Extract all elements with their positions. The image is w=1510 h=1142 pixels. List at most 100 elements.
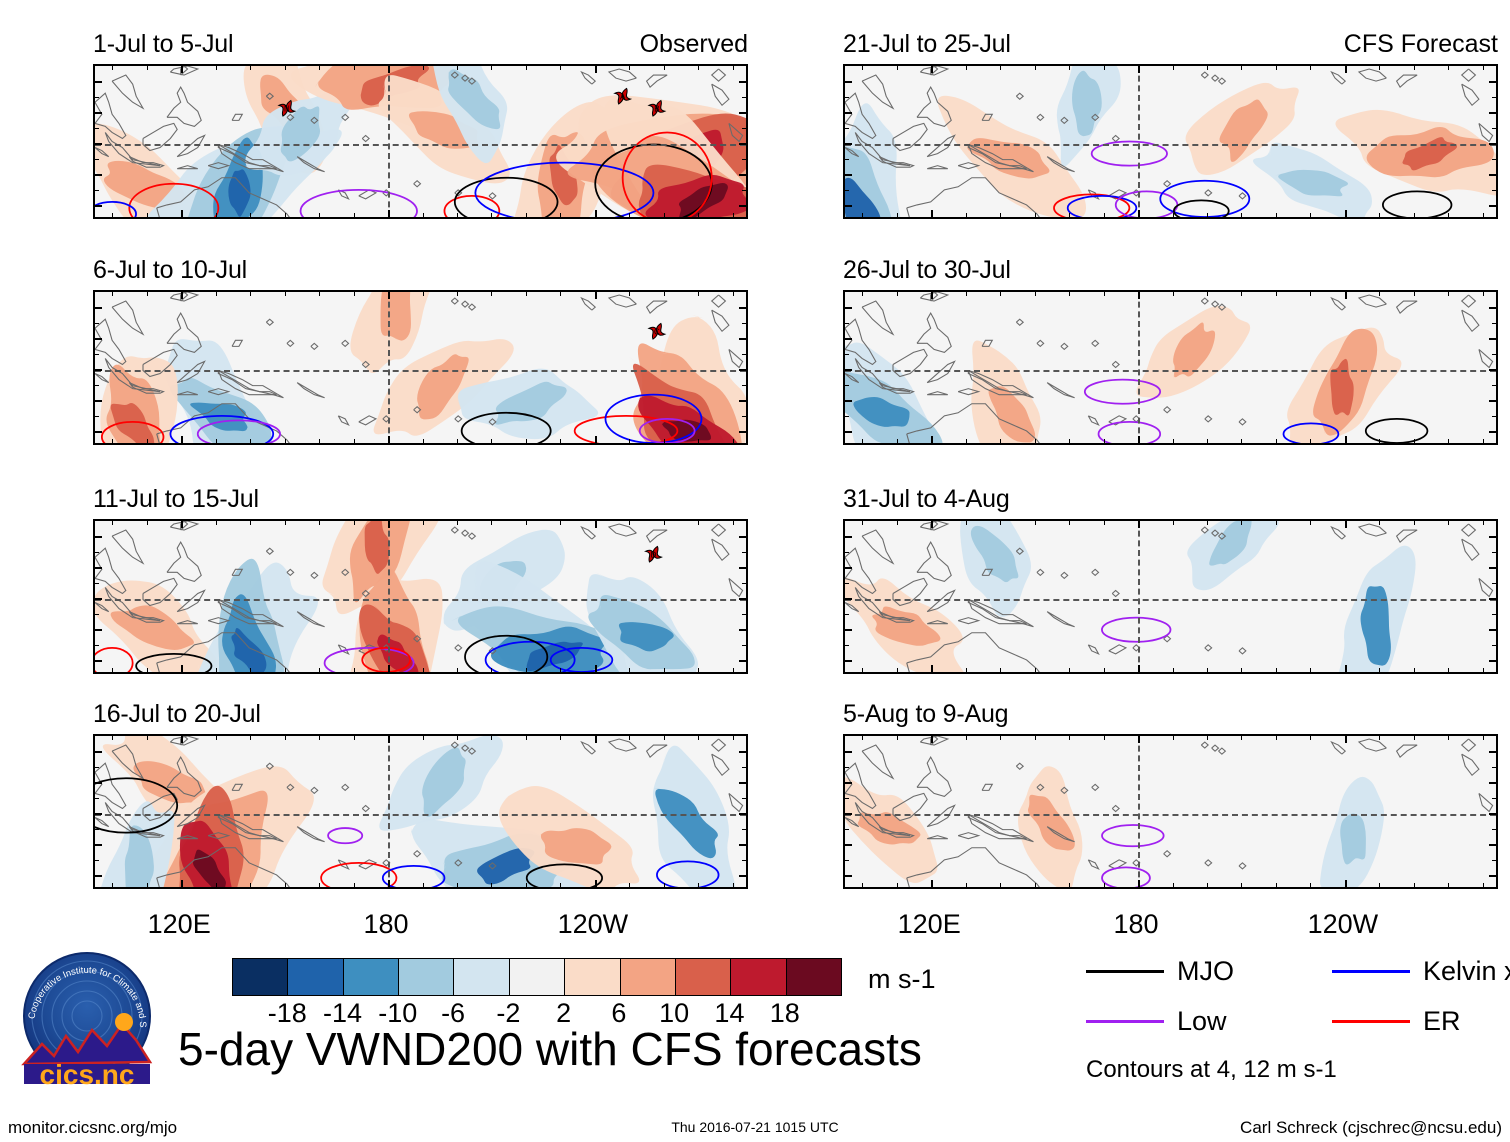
y-tick xyxy=(739,204,746,207)
x-minor-tick xyxy=(284,439,286,443)
map-field: N A B xyxy=(95,66,746,217)
x-minor-tick xyxy=(456,292,458,296)
legend-swatch-er xyxy=(1332,1020,1410,1023)
y-tick xyxy=(739,535,746,538)
y-tick xyxy=(845,430,852,433)
y-tick xyxy=(739,781,746,784)
x-tick xyxy=(931,292,934,299)
footer-url[interactable]: monitor.cicsnc.org/mjo xyxy=(8,1118,178,1137)
x-minor-tick xyxy=(1172,439,1174,443)
figure-title: 5-day VWND200 with CFS forecasts xyxy=(178,1023,922,1075)
x-tick xyxy=(388,665,391,672)
x-minor-tick xyxy=(112,292,114,296)
wave-contour xyxy=(573,414,679,443)
x-minor-tick xyxy=(896,736,898,740)
map-panel-p8[interactable]: 5-Aug to 9-Aug xyxy=(843,702,1498,891)
map-canvas[interactable]: 20N10N010S20S xyxy=(93,734,748,889)
x-minor-tick xyxy=(1241,66,1243,70)
map-canvas[interactable]: C20N10N010S20S xyxy=(93,290,748,445)
y-tick xyxy=(95,399,102,402)
x-minor-tick xyxy=(112,439,114,443)
x-minor-tick xyxy=(284,668,286,672)
x-minor-tick xyxy=(353,668,355,672)
y-tick xyxy=(739,368,746,371)
legend-label-low: Low xyxy=(1177,1006,1227,1036)
y-tick xyxy=(845,535,852,538)
x-minor-tick xyxy=(1275,668,1277,672)
y-tick xyxy=(1489,142,1496,145)
x-minor-tick xyxy=(1206,736,1208,740)
map-canvas[interactable] xyxy=(843,519,1498,674)
map-panel-p3[interactable]: 11-Jul to 15-Jul D20N10N010S20S xyxy=(93,487,748,676)
map-canvas[interactable]: NAB20N10N010S20S xyxy=(93,64,748,219)
map-canvas[interactable] xyxy=(843,734,1498,889)
legend-entry-er: ER xyxy=(1332,1008,1461,1035)
x-minor-tick xyxy=(560,292,562,296)
x-tick xyxy=(1138,736,1141,743)
x-minor-tick xyxy=(1413,292,1415,296)
map-panel-p1[interactable]: 1-Jul to 5-JulObservedNAB20N10N010S20S xyxy=(93,32,748,221)
x-minor-tick xyxy=(1034,213,1036,217)
wave-contour xyxy=(1097,420,1162,443)
x-minor-tick xyxy=(1482,736,1484,740)
x-minor-tick xyxy=(215,66,217,70)
x-minor-tick xyxy=(456,66,458,70)
y-minor-tick xyxy=(742,767,746,768)
map-panel-p4[interactable]: 16-Jul to 20-Jul 20N10N010S20S xyxy=(93,702,748,891)
map-canvas[interactable] xyxy=(843,64,1498,219)
x-minor-tick xyxy=(1241,439,1243,443)
x-minor-tick xyxy=(1413,883,1415,887)
y-minor-tick xyxy=(1492,159,1496,160)
y-tick xyxy=(739,750,746,753)
x-tick xyxy=(1344,665,1347,672)
map-canvas[interactable] xyxy=(843,290,1498,445)
x-minor-tick xyxy=(525,66,527,70)
y-tick xyxy=(845,173,852,176)
x-minor-tick xyxy=(732,213,734,217)
map-panel-p2[interactable]: 6-Jul to 10-Jul C20N10N010S20S xyxy=(93,258,748,447)
x-tick xyxy=(594,736,597,743)
map-panel-p5[interactable]: 21-Jul to 25-Jul CFS Forecast xyxy=(843,32,1498,221)
y-tick xyxy=(1489,750,1496,753)
storm-marker: C xyxy=(647,322,667,340)
x-minor-tick xyxy=(1172,66,1174,70)
y-minor-tick xyxy=(1492,829,1496,830)
x-minor-tick xyxy=(319,736,321,740)
x-minor-tick xyxy=(112,736,114,740)
x-minor-tick xyxy=(560,736,562,740)
x-minor-tick xyxy=(1413,521,1415,525)
x-minor-tick xyxy=(629,883,631,887)
x-minor-tick xyxy=(146,439,148,443)
wave-contour xyxy=(525,863,603,887)
x-minor-tick xyxy=(1034,439,1036,443)
x-minor-tick xyxy=(1172,883,1174,887)
x-minor-tick xyxy=(1000,213,1002,217)
x-tick xyxy=(181,665,184,672)
y-tick xyxy=(845,812,852,815)
x-minor-tick xyxy=(629,736,631,740)
panel-title: 11-Jul to 15-Jul xyxy=(93,485,259,513)
y-minor-tick xyxy=(95,614,99,615)
y-minor-tick xyxy=(742,829,746,830)
y-minor-tick xyxy=(95,860,99,861)
x-minor-tick xyxy=(1069,292,1071,296)
map-panel-p7[interactable]: 31-Jul to 4-Aug xyxy=(843,487,1498,676)
x-minor-tick xyxy=(1275,521,1277,525)
map-canvas[interactable]: D20N10N010S20S xyxy=(93,519,748,674)
x-minor-tick xyxy=(215,668,217,672)
x-tick xyxy=(1344,736,1347,743)
x-minor-tick xyxy=(491,736,493,740)
x-minor-tick xyxy=(560,521,562,525)
x-tick xyxy=(1344,66,1347,73)
y-minor-tick xyxy=(845,614,849,615)
map-panel-p6[interactable]: 26-Jul to 30-Jul xyxy=(843,258,1498,447)
dateline xyxy=(388,521,391,672)
x-tick xyxy=(1344,436,1347,443)
x-minor-tick xyxy=(732,439,734,443)
colorbar-tick-label: -18 xyxy=(267,998,307,1028)
x-minor-tick xyxy=(319,883,321,887)
x-minor-tick xyxy=(862,66,864,70)
y-tick xyxy=(95,535,102,538)
y-tick xyxy=(1489,535,1496,538)
colorbar-swatch-9 xyxy=(730,959,786,995)
